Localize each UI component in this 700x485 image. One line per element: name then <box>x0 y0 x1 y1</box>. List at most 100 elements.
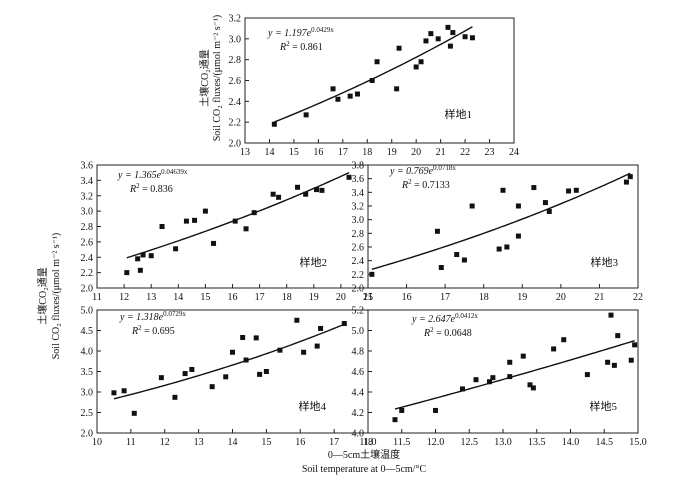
data-point <box>192 217 198 223</box>
data-point <box>270 191 276 197</box>
data-point <box>271 121 277 127</box>
panel-3-frame <box>367 164 639 289</box>
x-tick-label: 22 <box>460 147 470 158</box>
site-label: 样地4 <box>299 399 327 413</box>
y-tick-label: 3.6 <box>352 174 365 185</box>
data-point <box>303 112 309 118</box>
fit-curve <box>126 172 350 259</box>
y-tick-label: 3.4 <box>81 176 94 187</box>
data-point <box>527 382 533 388</box>
r2-superscript: 2 <box>286 40 290 48</box>
x-tick-label: 15 <box>200 292 210 303</box>
data-point <box>584 372 590 378</box>
x-tick-label: 18 <box>282 292 292 303</box>
y-tick-label: 2.4 <box>81 253 94 264</box>
data-point <box>542 200 548 206</box>
data-point <box>608 312 614 318</box>
y-tick-label: 3.0 <box>229 34 242 45</box>
data-point <box>202 208 208 214</box>
panel-4: 10 11 12 13 14 15 16 17 18 2.0 2.5 3.0 3.5 4.0 4.5 5.0 y… <box>81 306 374 449</box>
x-tick-label: 15 <box>363 292 373 303</box>
data-point <box>434 228 440 234</box>
site-label: 样地2 <box>300 255 328 269</box>
fit-curve <box>394 340 635 410</box>
data-point <box>515 233 521 239</box>
data-point <box>183 218 189 224</box>
data-point <box>369 271 375 277</box>
y-tick-label: 2.6 <box>352 243 365 254</box>
panel-5: 11.0 11.5 12.0 12.5 13.0 13.5 14.0 14.5 15.0 4.0 4… <box>352 306 647 449</box>
y-tick-label: 2.5 <box>81 408 94 419</box>
shared-ylabel-en: Soil CO₂ fluxes/(μmol m⁻² s⁻¹) <box>51 233 62 360</box>
data-point <box>394 86 400 92</box>
panel-1-ylabel-cn: 土壤CO₂通量 <box>198 49 211 106</box>
data-point <box>561 337 567 343</box>
data-point <box>447 43 453 49</box>
x-tick-label: 18 <box>363 437 373 448</box>
data-point <box>182 371 188 377</box>
x-tick-label: 12.0 <box>427 437 445 448</box>
y-tick-label: 2.8 <box>229 55 242 66</box>
x-tick-label: 12 <box>160 437 170 448</box>
y-tick-label: 4.6 <box>352 367 365 378</box>
x-tick-label: 18 <box>479 292 489 303</box>
data-point <box>490 375 496 381</box>
fit-curve <box>113 323 345 400</box>
x-tick-label: 20 <box>556 292 566 303</box>
data-point <box>121 388 127 394</box>
data-point <box>230 349 235 355</box>
data-point <box>314 187 320 193</box>
r2-label: R2 = 0.0648 <box>423 326 472 339</box>
x-tick-label: 19 <box>309 292 319 303</box>
x-tick-label: 15 <box>261 437 271 448</box>
equation-exponent: 0.0412x <box>455 312 478 320</box>
x-tick-label: 16 <box>228 292 238 303</box>
r2-label: R2 = 0.695 <box>131 324 175 337</box>
data-point <box>159 224 165 229</box>
data-point <box>546 208 552 214</box>
x-tick-label: 13 <box>146 292 156 303</box>
equation-coef: y = 0.769e <box>389 166 434 177</box>
data-point <box>428 31 434 37</box>
data-point <box>531 185 537 191</box>
data-point <box>243 357 249 363</box>
r2-symbol: R <box>423 328 430 339</box>
equation-label: y = 2.647e0.0412x <box>411 312 478 325</box>
data-point <box>346 174 352 180</box>
x-tick-label: 24 <box>509 147 519 158</box>
equation-exponent: 0.0729x <box>163 310 186 318</box>
data-point <box>294 317 300 323</box>
data-point <box>318 325 324 331</box>
data-point <box>354 91 360 97</box>
x-tick-label: 17 <box>338 147 348 158</box>
r2-superscript: 2 <box>430 326 434 334</box>
data-point <box>392 417 398 423</box>
equation-exponent: 0.0718x <box>433 164 456 172</box>
y-tick-label: 3.8 <box>352 161 365 172</box>
y-tick-label: 4.0 <box>352 429 365 440</box>
data-point <box>330 86 336 92</box>
y-tick-label: 2.0 <box>229 139 242 150</box>
x-tick-label: 15 <box>289 147 299 158</box>
x-tick-label: 17 <box>255 292 265 303</box>
equation-label: y = 1.197e0.0429x <box>267 26 334 39</box>
data-point <box>251 210 257 216</box>
data-point <box>396 45 402 51</box>
equation-exponent: 0.04639x <box>161 168 188 176</box>
y-tick-label: 4.4 <box>352 388 365 399</box>
data-point <box>172 394 178 400</box>
equation-exponent: 0.0429x <box>311 26 334 34</box>
y-tick-label: 2.6 <box>81 237 94 248</box>
data-point <box>399 407 405 413</box>
x-tick-label: 13 <box>240 147 250 158</box>
data-point <box>319 187 325 193</box>
y-tick-label: 4.0 <box>81 347 94 358</box>
data-point <box>628 357 634 363</box>
x-tick-label: 13.0 <box>494 437 512 448</box>
equation-coef: y = 2.647e <box>411 314 456 325</box>
data-point <box>611 362 617 368</box>
panel-5-frame <box>367 309 639 434</box>
data-point <box>240 334 246 340</box>
data-point <box>504 244 510 250</box>
